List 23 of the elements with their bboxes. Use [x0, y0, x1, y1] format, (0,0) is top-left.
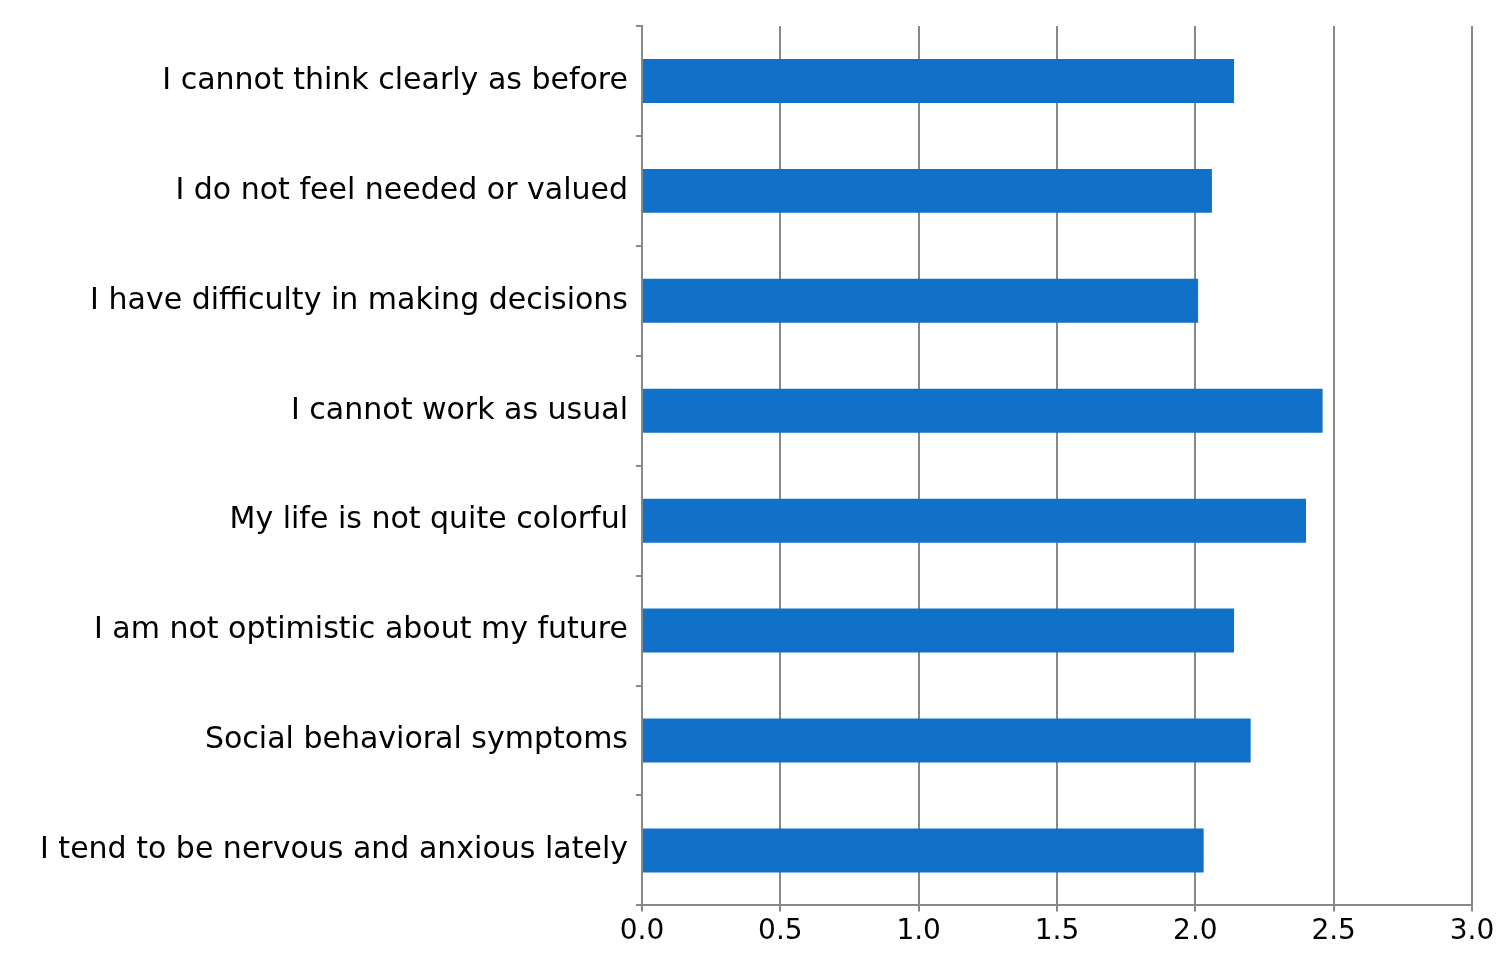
x-tick-label: 2.0 [1173, 913, 1218, 947]
y-tick-label: I have difficulty in making decisions [90, 280, 628, 316]
y-tick-label: I am not optimistic about my future [93, 610, 628, 646]
bar [643, 828, 1204, 873]
y-tick-label: Social behavioral symptoms [204, 720, 628, 756]
bar [643, 388, 1323, 433]
x-tick-label: 1.0 [896, 913, 941, 947]
y-tick-label: I do not feel needed or valued [175, 170, 628, 206]
x-tick-label: 2.5 [1311, 913, 1356, 947]
y-tick-label: I cannot think clearly as before [162, 60, 628, 96]
bar [643, 718, 1251, 763]
x-tick-label: 1.5 [1034, 913, 1080, 947]
bar [643, 608, 1235, 653]
bar [643, 278, 1199, 323]
x-tick-label: 0.5 [758, 913, 803, 947]
x-tick-label: 3.0 [1449, 913, 1495, 947]
bar [643, 168, 1212, 213]
y-tick-label: My life is not quite colorful [229, 500, 628, 536]
y-tick-label: I tend to be nervous and anxious lately [39, 830, 628, 866]
x-tick-label: 0.0 [619, 913, 665, 947]
y-tick-label: I cannot work as usual [290, 390, 628, 426]
bar [643, 498, 1306, 543]
bar [643, 58, 1235, 103]
